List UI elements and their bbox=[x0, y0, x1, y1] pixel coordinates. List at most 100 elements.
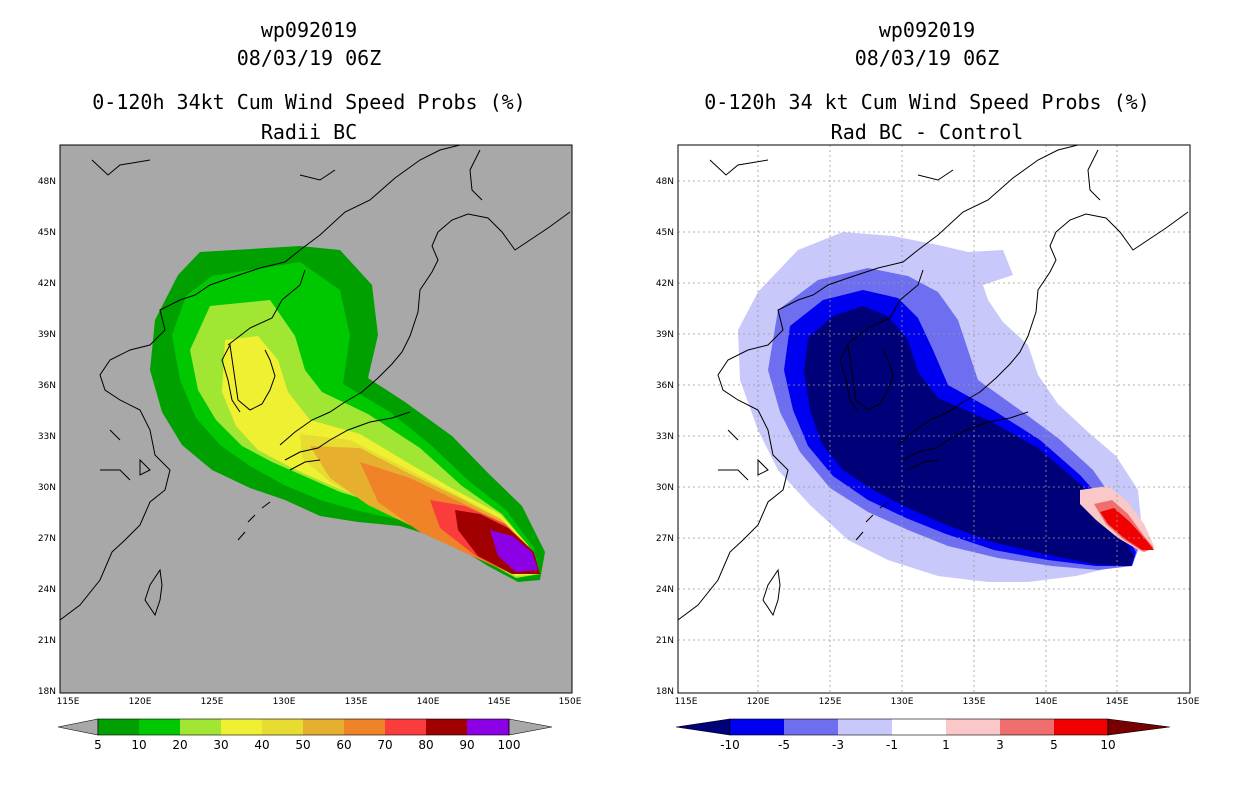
left-lon-label: 145E bbox=[488, 697, 511, 707]
right-colorbar-low-end bbox=[675, 718, 731, 736]
left-lat-label: 24N bbox=[38, 585, 56, 595]
left-colorbar-swatch bbox=[139, 719, 180, 735]
right-title-datetime: 08/03/19 06Z bbox=[854, 46, 1000, 70]
left-lat-label: 30N bbox=[38, 483, 56, 493]
left-colorbar-label: 30 bbox=[213, 738, 228, 752]
left-lon-label: 135E bbox=[345, 697, 368, 707]
left-lon-axis: 115E 120E 125E 130E 135E 140E 145E 150E bbox=[57, 697, 582, 707]
left-coastlines bbox=[60, 145, 571, 621]
left-lat-label: 36N bbox=[38, 381, 56, 391]
left-colorbar-label: 50 bbox=[295, 738, 310, 752]
right-lat-axis: 48N 45N 42N 39N 36N 33N 30N 27N 24N 21N … bbox=[656, 177, 674, 697]
left-lat-label: 39N bbox=[38, 330, 56, 340]
left-lat-label: 27N bbox=[38, 534, 56, 544]
right-colorbar-label: 5 bbox=[1050, 738, 1058, 752]
left-colorbar-high-end bbox=[508, 718, 553, 736]
left-colorbar-label: 40 bbox=[254, 738, 269, 752]
right-title-subtitle: Rad BC - Control bbox=[830, 120, 1024, 144]
right-panel: wp092019 08/03/19 06Z 0-120h 34 kt Cum W… bbox=[618, 0, 1236, 800]
left-contour-100 bbox=[490, 530, 538, 572]
right-lat-label: 48N bbox=[656, 177, 674, 187]
left-colorbar-label: 20 bbox=[172, 738, 187, 752]
left-lat-label: 33N bbox=[38, 432, 56, 442]
right-title-product: 0-120h 34 kt Cum Wind Speed Probs (%) bbox=[704, 90, 1150, 114]
right-colorbar-high-end bbox=[1107, 718, 1171, 736]
left-title-storm-id: wp092019 bbox=[260, 18, 358, 42]
right-lon-label: 150E bbox=[1177, 697, 1200, 707]
left-lat-axis: 48N 45N 42N 39N 36N 33N 30N 27N 24N 21N … bbox=[38, 177, 56, 697]
right-lat-label: 21N bbox=[656, 636, 674, 646]
right-colorbar-swatch bbox=[892, 719, 946, 735]
right-colorbar-label: -1 bbox=[886, 738, 898, 752]
right-lat-label: 45N bbox=[656, 228, 674, 238]
left-colorbar: 5 10 20 30 40 50 60 70 80 90 100 bbox=[57, 718, 553, 752]
right-colorbar-label: 10 bbox=[1100, 738, 1115, 752]
left-colorbar-swatch bbox=[344, 719, 385, 735]
right-map-svg: 48N 45N 42N 39N 36N 33N 30N 27N 24N 21N … bbox=[656, 144, 1200, 752]
right-lon-label: 120E bbox=[747, 697, 770, 707]
right-lon-label: 115E bbox=[675, 697, 698, 707]
right-lat-label: 24N bbox=[656, 585, 674, 595]
left-map-svg: 48N 45N 42N 39N 36N 33N 30N 27N 24N 21N … bbox=[38, 144, 582, 752]
right-colorbar-swatch bbox=[1000, 719, 1054, 735]
right-lon-label: 140E bbox=[1035, 697, 1058, 707]
right-lon-label: 125E bbox=[819, 697, 842, 707]
left-colorbar-swatch bbox=[385, 719, 426, 735]
left-colorbar-swatch bbox=[303, 719, 344, 735]
right-map-frame bbox=[677, 144, 1191, 694]
right-lat-label: 42N bbox=[656, 279, 674, 289]
right-colorbar-swatch bbox=[730, 719, 784, 735]
right-colorbar-swatch bbox=[838, 719, 892, 735]
right-colorbar-swatch bbox=[946, 719, 1000, 735]
left-panel: wp092019 08/03/19 06Z 0-120h 34kt Cum Wi… bbox=[38, 18, 582, 752]
right-lat-label: 27N bbox=[656, 534, 674, 544]
left-map-frame bbox=[59, 144, 573, 694]
left-colorbar-swatch bbox=[467, 719, 509, 735]
left-colorbar-label: 100 bbox=[498, 738, 521, 752]
left-lat-label: 42N bbox=[38, 279, 56, 289]
right-colorbar-label: -5 bbox=[778, 738, 790, 752]
left-lon-label: 125E bbox=[201, 697, 224, 707]
left-lat-label: 18N bbox=[38, 687, 56, 697]
right-title-storm-id: wp092019 bbox=[878, 18, 976, 42]
left-colorbar-label: 5 bbox=[94, 738, 102, 752]
right-gridlines bbox=[678, 145, 1190, 693]
right-contour-plus5 bbox=[1100, 508, 1154, 550]
right-colorbar-swatch bbox=[784, 719, 838, 735]
right-colorbar-label: -3 bbox=[832, 738, 844, 752]
right-coastlines bbox=[678, 145, 1189, 621]
left-lon-label: 120E bbox=[129, 697, 152, 707]
left-colorbar-swatch bbox=[426, 719, 467, 735]
right-colorbar-label: 3 bbox=[996, 738, 1004, 752]
left-colorbar-label: 80 bbox=[418, 738, 433, 752]
left-lon-label: 115E bbox=[57, 697, 80, 707]
right-lat-label: 30N bbox=[656, 483, 674, 493]
right-lon-label: 130E bbox=[891, 697, 914, 707]
left-colorbar-swatch bbox=[180, 719, 221, 735]
left-colorbar-swatch bbox=[221, 719, 262, 735]
left-title-datetime: 08/03/19 06Z bbox=[236, 46, 382, 70]
right-lat-label: 36N bbox=[656, 381, 674, 391]
left-colorbar-swatch bbox=[98, 719, 139, 735]
right-lat-label: 39N bbox=[656, 330, 674, 340]
left-lon-label: 140E bbox=[417, 697, 440, 707]
left-colorbar-label: 90 bbox=[459, 738, 474, 752]
right-colorbar-label: -10 bbox=[720, 738, 740, 752]
left-colorbar-label: 70 bbox=[377, 738, 392, 752]
right-colorbar-label: 1 bbox=[942, 738, 950, 752]
left-colorbar-label: 10 bbox=[131, 738, 146, 752]
left-colorbar-low-end bbox=[57, 718, 99, 736]
right-colorbar-swatch bbox=[1054, 719, 1108, 735]
right-lat-label: 18N bbox=[656, 687, 674, 697]
left-lon-label: 150E bbox=[559, 697, 582, 707]
left-title-product: 0-120h 34kt Cum Wind Speed Probs (%) bbox=[92, 90, 526, 114]
left-lat-label: 21N bbox=[38, 636, 56, 646]
right-colorbar: -10 -5 -3 -1 1 3 5 10 bbox=[675, 718, 1171, 752]
left-lat-label: 45N bbox=[38, 228, 56, 238]
right-lat-label: 33N bbox=[656, 432, 674, 442]
left-title-subtitle: Radii BC bbox=[260, 120, 358, 144]
right-lon-label: 135E bbox=[963, 697, 986, 707]
right-lon-label: 145E bbox=[1106, 697, 1129, 707]
left-colorbar-label: 60 bbox=[336, 738, 351, 752]
